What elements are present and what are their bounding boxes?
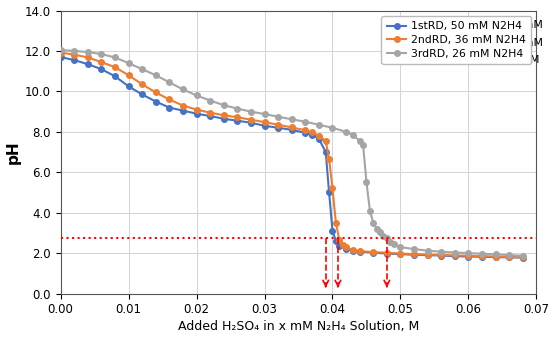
Text: K,Mn: 14  mM: K,Mn: 14 mM [467,38,543,48]
X-axis label: Added H₂SO₄ in x mM N₂H₄ Solution, M: Added H₂SO₄ in x mM N₂H₄ Solution, M [178,320,419,334]
Text: K,Mn: 21 mM: K,Mn: 21 mM [467,55,539,65]
Y-axis label: pH: pH [6,140,21,164]
Text: K,Mn: 6.3 mM: K,Mn: 6.3 mM [467,20,542,30]
Legend: 1stRD, 50 mM N2H4, 2ndRD, 36 mM N2H4, 3rdRD, 26 mM N2H4: 1stRD, 50 mM N2H4, 2ndRD, 36 mM N2H4, 3r… [381,16,531,64]
